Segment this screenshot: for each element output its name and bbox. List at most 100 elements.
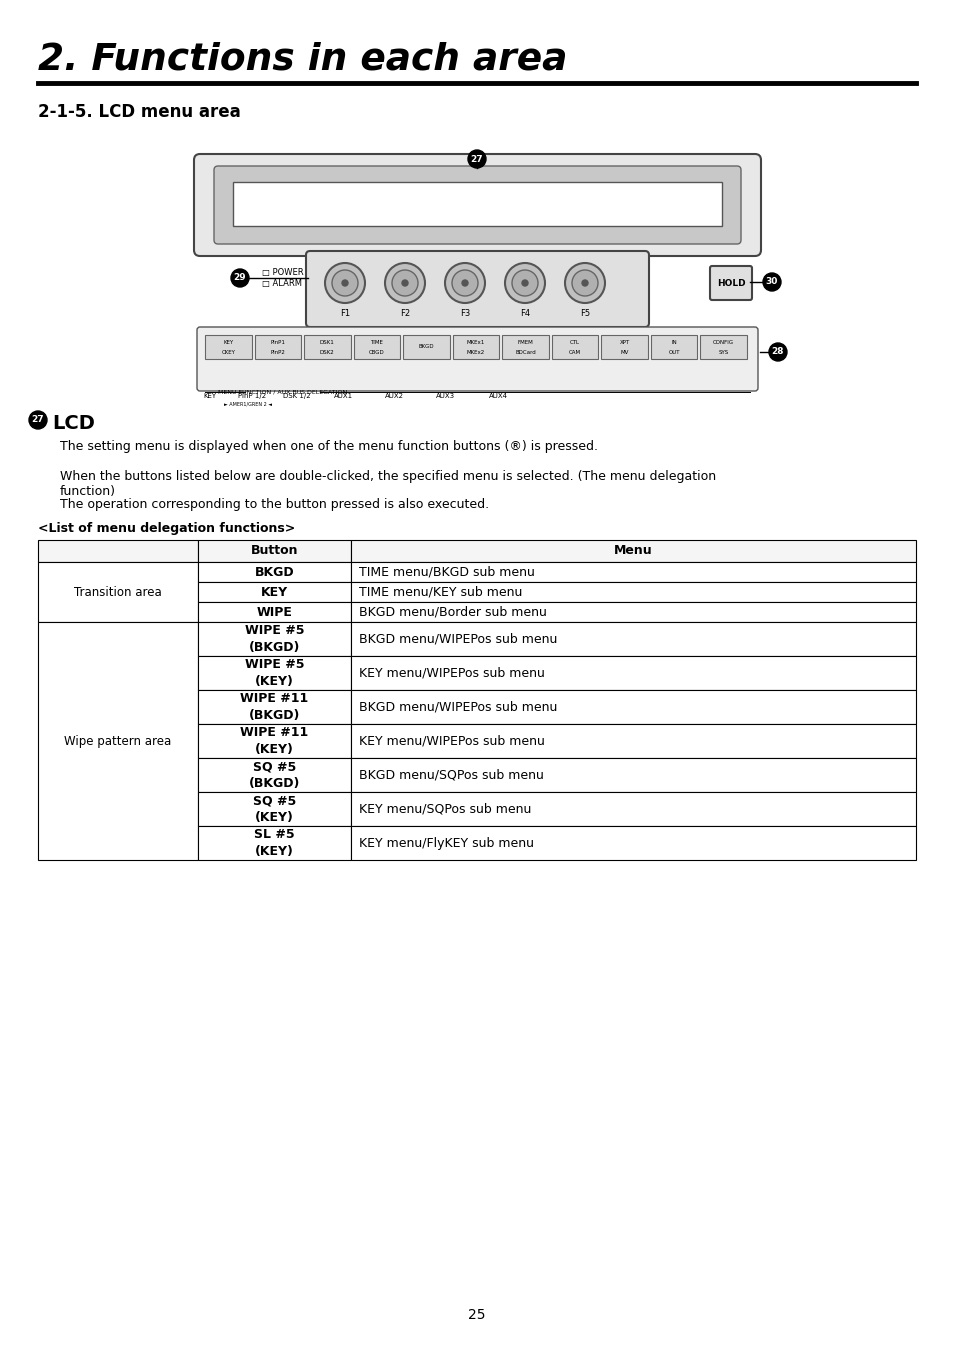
FancyBboxPatch shape [306,251,648,328]
Text: WIPE #5
(KEY): WIPE #5 (KEY) [245,659,304,687]
Text: BKGD menu/WIPEPos sub menu: BKGD menu/WIPEPos sub menu [358,701,557,713]
Text: CONFIG: CONFIG [713,341,734,345]
Text: 30: 30 [765,278,778,287]
FancyBboxPatch shape [193,154,760,256]
Text: The operation corresponding to the button pressed is also executed.: The operation corresponding to the butto… [60,497,489,511]
Text: DSK 1/2: DSK 1/2 [283,394,311,399]
Circle shape [385,263,424,303]
Bar [198,656,351,690]
Text: TIME: TIME [370,341,383,345]
Text: WIPE #5
(BKGD): WIPE #5 (BKGD) [245,624,304,654]
Bar [198,582,351,603]
Text: <List of menu delegation functions>: <List of menu delegation functions> [38,522,294,535]
Text: SQ #5
(KEY): SQ #5 (KEY) [253,794,295,824]
Bar [700,336,746,359]
Text: WIPE #11
(BKGD): WIPE #11 (BKGD) [240,693,309,721]
Circle shape [401,280,408,286]
FancyBboxPatch shape [196,328,758,391]
Text: CKEY: CKEY [221,349,235,355]
Bar [351,621,915,656]
Circle shape [468,150,485,168]
Text: LCD: LCD [52,414,94,433]
Circle shape [461,280,468,286]
Text: SYS: SYS [718,349,728,355]
Text: SL #5
(KEY): SL #5 (KEY) [253,829,294,857]
Bar [205,336,252,359]
Text: FMEM: FMEM [517,341,533,345]
Bar [403,336,449,359]
Text: 29: 29 [233,274,246,283]
Circle shape [452,270,477,297]
Text: BKGD menu/WIPEPos sub menu: BKGD menu/WIPEPos sub menu [358,632,557,646]
Bar [198,603,351,621]
FancyBboxPatch shape [709,266,751,301]
Bar [198,541,351,562]
Text: MKEx1: MKEx1 [466,341,485,345]
Bar [351,793,915,826]
Circle shape [762,274,781,291]
Text: 2-1-5. LCD menu area: 2-1-5. LCD menu area [38,102,240,121]
Text: BKGD menu/SQPos sub menu: BKGD menu/SQPos sub menu [358,768,543,782]
Text: AUX1: AUX1 [335,394,354,399]
Bar [551,336,598,359]
Text: DSK2: DSK2 [319,349,335,355]
Text: AUX3: AUX3 [436,394,456,399]
Circle shape [325,263,365,303]
Bar [38,621,198,860]
Text: Menu: Menu [614,545,652,558]
Circle shape [572,270,598,297]
Text: F1: F1 [339,309,350,318]
Bar [351,656,915,690]
Bar [198,758,351,793]
Text: KEY: KEY [261,585,288,599]
Bar [254,336,301,359]
Bar [38,562,198,621]
Text: CBGD: CBGD [369,349,384,355]
Bar [198,621,351,656]
Text: Transition area: Transition area [74,585,162,599]
Text: KEY menu/FlyKEY sub menu: KEY menu/FlyKEY sub menu [358,837,534,849]
Bar [198,562,351,582]
Text: ► AMER1/GREN 2 ◄: ► AMER1/GREN 2 ◄ [224,400,272,406]
Circle shape [341,280,348,286]
Text: function): function) [60,485,116,497]
Text: XPT: XPT [618,341,629,345]
Text: BKGD: BKGD [418,345,434,349]
Bar [198,826,351,860]
Text: 25: 25 [468,1308,485,1322]
Text: BKGD: BKGD [254,566,294,578]
Text: CAM: CAM [568,349,580,355]
Bar [351,562,915,582]
Bar [233,182,721,226]
Bar [600,336,647,359]
Circle shape [444,263,484,303]
Bar [351,758,915,793]
Text: BDCard: BDCard [515,349,536,355]
Text: PinP2: PinP2 [270,349,285,355]
Bar [198,690,351,724]
Bar [453,336,498,359]
Text: PinP1: PinP1 [270,341,285,345]
Circle shape [768,342,786,361]
Text: DSK1: DSK1 [319,341,335,345]
FancyBboxPatch shape [213,166,740,244]
Bar [351,582,915,603]
Text: 28: 28 [771,348,783,356]
Text: CTL: CTL [570,341,579,345]
Bar [38,541,198,562]
Text: Button: Button [251,545,298,558]
Bar [351,724,915,758]
Text: WIPE: WIPE [256,605,293,619]
Circle shape [231,270,249,287]
Text: TIME menu/KEY sub menu: TIME menu/KEY sub menu [358,585,522,599]
Bar [304,336,351,359]
Text: BKGD menu/Border sub menu: BKGD menu/Border sub menu [358,605,546,619]
Text: AUX2: AUX2 [384,394,403,399]
Bar [351,826,915,860]
Bar [198,724,351,758]
Text: KEY: KEY [203,394,216,399]
Bar [351,603,915,621]
Circle shape [29,411,47,429]
Circle shape [564,263,604,303]
Circle shape [392,270,417,297]
